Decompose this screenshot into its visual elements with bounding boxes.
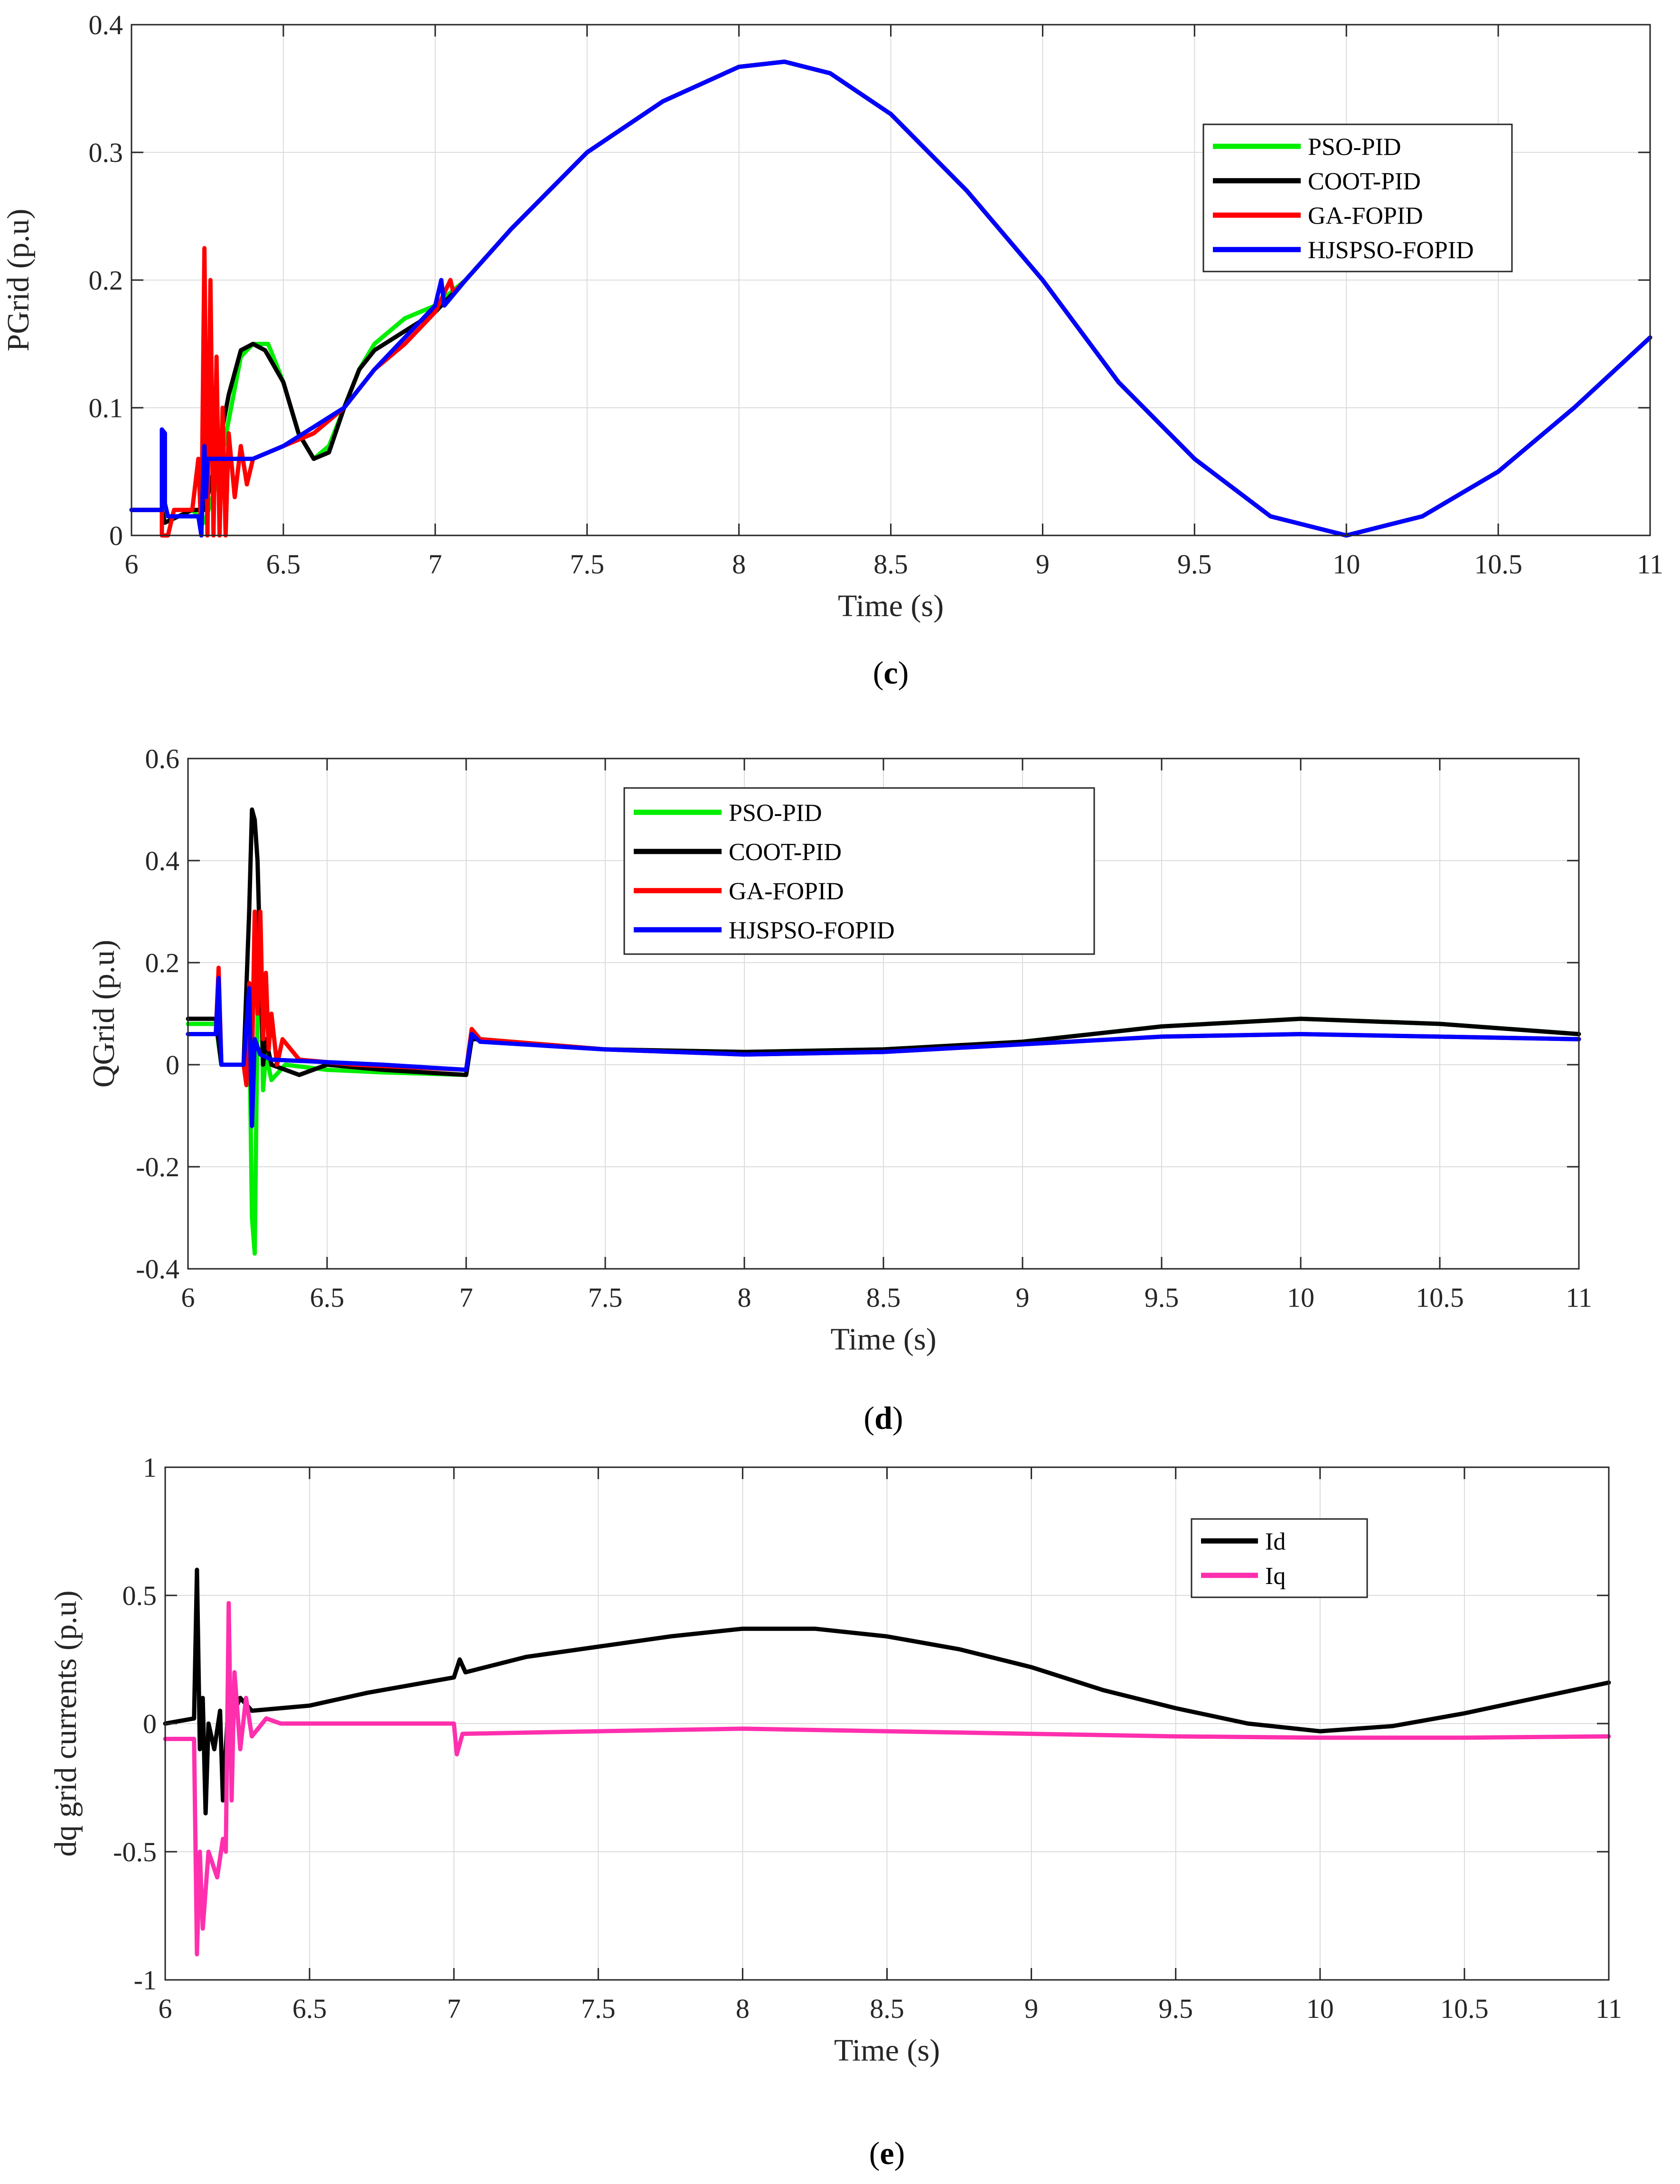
panel-d-y-tick-label: 0.4 — [145, 845, 180, 876]
panel-e-series-iq-line — [163, 1601, 1611, 1957]
panel-d-legend-box — [623, 787, 1095, 955]
panel-c-caption: (c) — [873, 655, 909, 691]
panel-e-x-tick-label: 7.5 — [581, 1993, 616, 2024]
panel-e-legend-label-id: Id — [1265, 1528, 1286, 1555]
panel-c-x-tick-label: 8 — [732, 549, 746, 580]
panel-c-y-axis-label: PGrid (p.u) — [1, 209, 36, 352]
panel-e-y-tick-label: 0 — [143, 1708, 157, 1739]
panel-e-x-axis-label: Time (s) — [834, 2033, 940, 2068]
panel-d-y-tick-label: 0.2 — [145, 947, 180, 978]
panel-e-x-tick-label: 9 — [1024, 1993, 1038, 2024]
panel-c-x-tick-label: 11 — [1637, 549, 1663, 580]
panel-d-y-tick-label: -0.4 — [136, 1254, 179, 1284]
panel-c-legend-label-ga-fopid: GA-FOPID — [1308, 202, 1423, 229]
panel-c-pgrid-chart: 6 6.5 7 7.5 8 8.5 9 9.5 10 10.5 11 0 0.1 0.2 0.3 0.4 Tim… — [1, 9, 1663, 691]
panel-c-x-tick-label: 6 — [125, 549, 139, 580]
panel-d-x-tick-label: 10.5 — [1416, 1282, 1464, 1313]
panel-c-y-tick-label: 0 — [109, 520, 123, 551]
panel-c-x-tick-label: 6.5 — [266, 549, 301, 580]
panel-e-x-tick-label: 6 — [159, 1993, 172, 2024]
panel-e-legend-label-iq: Iq — [1265, 1563, 1286, 1590]
panel-d-x-tick-label: 7 — [460, 1282, 473, 1313]
panel-e-x-tick-label: 10.5 — [1440, 1993, 1489, 2024]
panel-d-series-coot-pid-line — [186, 807, 1581, 1077]
panel-d-x-tick-label: 11 — [1566, 1282, 1592, 1313]
panel-d-x-tick-label: 8.5 — [866, 1282, 901, 1313]
panel-c-series-hjspso-fopid-line — [129, 59, 1652, 538]
panel-d-x-tick-label: 9.5 — [1145, 1282, 1179, 1313]
panel-c-x-tick-label: 9.5 — [1177, 549, 1212, 580]
panel-c-y-tick-label: 0.2 — [89, 265, 123, 296]
panel-c-x-tick-label: 9 — [1036, 549, 1050, 580]
panel-e-x-tick-label: 10 — [1306, 1993, 1334, 2024]
panel-c-y-tick-label: 0.1 — [89, 393, 123, 423]
panel-e-y-tick-label: -0.5 — [113, 1837, 157, 1867]
panel-e-dq-currents-chart: 6 6.5 7 7.5 8 8.5 9 9.5 10 10.5 11 -1 -0.5 0 0.5 1 Time … — [48, 1452, 1622, 2171]
panel-d-series-hjspso-fopid-line — [186, 975, 1581, 1128]
panel-d-x-tick-label: 9 — [1016, 1282, 1030, 1313]
panel-c-y-tick-label: 0.4 — [89, 9, 123, 40]
panel-c-x-tick-label: 7 — [428, 549, 442, 580]
panel-d-qgrid-chart: 6 6.5 7 7.5 8 8.5 9 9.5 10 10.5 11 -0.4 -0.2 0 0.2 0.4 0… — [86, 743, 1592, 1436]
panel-c-legend-label-pso-pid: PSO-PID — [1308, 133, 1401, 160]
panel-c-x-tick-label: 8.5 — [873, 549, 908, 580]
panel-c-x-tick-label: 10 — [1333, 549, 1360, 580]
panel-e-series-id-line — [163, 1567, 1611, 1816]
panel-d-legend-label-ga-fopid: GA-FOPID — [729, 878, 844, 905]
panel-e-x-tick-label: 8.5 — [870, 1993, 904, 2024]
panel-e-x-tick-label: 9.5 — [1158, 1993, 1193, 2024]
panel-d-y-tick-label: 0 — [166, 1050, 179, 1080]
panel-c-legend-label-hjspso-fopid: HJSPSO-FOPID — [1308, 237, 1474, 264]
panel-c-x-tick-label: 7.5 — [570, 549, 604, 580]
panel-d-x-tick-label: 7.5 — [588, 1282, 623, 1313]
panel-e-caption: (e) — [869, 2135, 905, 2171]
panel-e-y-tick-label: -1 — [134, 1965, 157, 1996]
panel-d-caption: (d) — [863, 1400, 903, 1436]
panel-d-legend-label-hjspso-fopid: HJSPSO-FOPID — [729, 917, 895, 944]
panel-d-x-tick-label: 10 — [1287, 1282, 1314, 1313]
panel-e-x-tick-label: 8 — [736, 1993, 750, 2024]
panel-e-x-tick-label: 7 — [447, 1993, 461, 2024]
panel-d-y-tick-label: 0.6 — [145, 743, 180, 774]
panel-d-x-tick-label: 6 — [181, 1282, 195, 1313]
panel-c-y-tick-label: 0.3 — [89, 137, 123, 168]
panel-d-y-axis-label: QGrid (p.u) — [86, 940, 121, 1088]
panel-e-y-tick-label: 0.5 — [122, 1580, 157, 1611]
panel-d-legend-label-pso-pid: PSO-PID — [729, 799, 822, 826]
panel-d-y-tick-label: -0.2 — [136, 1152, 179, 1182]
panel-d-legend-label-coot-pid: COOT-PID — [729, 839, 842, 866]
panel-c-legend-label-coot-pid: COOT-PID — [1308, 168, 1421, 195]
panel-e-x-tick-label: 11 — [1596, 1993, 1622, 2024]
panel-d-x-axis-label: Time (s) — [830, 1322, 936, 1357]
panel-d-x-tick-label: 6.5 — [310, 1282, 345, 1313]
panel-e-y-axis-label: dq grid currents (p.u) — [48, 1591, 83, 1857]
panel-d-x-tick-label: 8 — [738, 1282, 751, 1313]
panel-e-legend-box — [1191, 1518, 1368, 1598]
panel-e-y-tick-label: 1 — [143, 1452, 157, 1483]
panel-c-x-axis-label: Time (s) — [838, 589, 944, 623]
panel-c-x-tick-label: 10.5 — [1474, 549, 1522, 580]
panel-e-x-tick-label: 6.5 — [292, 1993, 327, 2024]
